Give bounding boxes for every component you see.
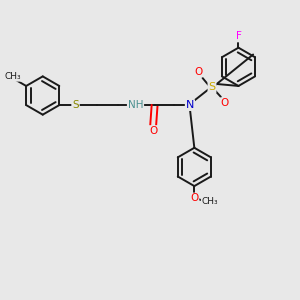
Text: F: F xyxy=(236,32,242,41)
Text: CH₃: CH₃ xyxy=(5,72,22,81)
Text: CH₃: CH₃ xyxy=(202,197,218,206)
Text: O: O xyxy=(220,98,229,108)
Text: NH: NH xyxy=(128,100,143,110)
Text: S: S xyxy=(72,100,79,110)
Text: O: O xyxy=(149,126,157,136)
Text: N: N xyxy=(186,100,194,110)
Text: S: S xyxy=(208,82,216,92)
Text: O: O xyxy=(194,67,202,76)
Text: O: O xyxy=(190,194,199,203)
